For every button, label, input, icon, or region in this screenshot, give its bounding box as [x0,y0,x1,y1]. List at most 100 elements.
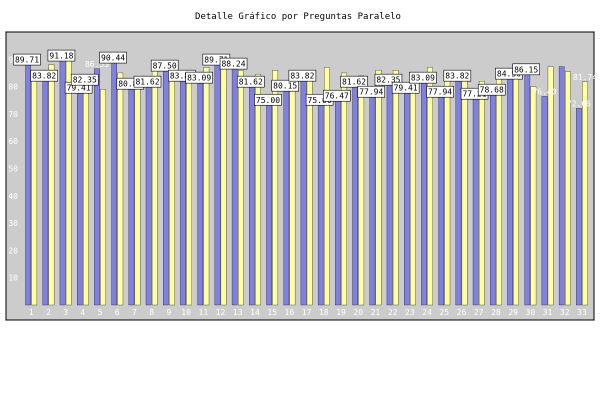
x-tick-label: 31 [543,308,553,317]
bar [25,59,31,306]
data-label: 76.47 [325,92,349,101]
data-label: 77.21 [462,90,486,99]
x-tick-label: 6 [115,308,120,317]
bar [530,86,537,306]
data-label: 79.41 [67,84,91,93]
x-tick-label: 21 [371,308,381,317]
data-label: 82.35 [73,76,97,85]
data-label: 84.56 [497,70,521,79]
data-label: 89.71 [204,56,228,65]
x-tick-label: 13 [233,308,243,317]
y-tick-label: 40 [8,192,18,201]
x-tick-label: 18 [319,308,329,317]
data-label-box [150,59,179,72]
y-tick-label: 80 [8,83,18,92]
data-label-box [374,73,403,86]
bar [558,66,565,306]
bar [111,57,118,306]
bar [576,108,582,306]
data-label: 83.82 [445,72,469,81]
x-tick-label: 4 [80,308,85,317]
bar [272,70,279,306]
x-tick-label: 29 [508,308,518,317]
data-label-box [99,51,127,64]
bar [541,96,548,306]
x-tick-label: 16 [285,308,295,317]
bar [335,96,341,306]
bar [421,78,427,306]
data-label: 81.62 [239,78,263,87]
data-label-box [271,79,299,92]
data-label-box [236,75,265,88]
x-tick-label: 10 [181,308,191,317]
bar [128,84,135,306]
bar [317,100,324,306]
bar [461,71,468,306]
y-tick-label: 60 [8,137,18,146]
data-label: 80.15 [273,82,297,91]
data-label: 83.09 [187,74,211,83]
data-label-box [512,63,540,76]
data-label: 75.00 [256,96,280,105]
data-label-box [443,69,472,82]
x-tick-label: 23 [405,308,415,317]
bar [444,75,451,306]
bar [455,76,462,306]
bar [42,76,49,306]
bar [490,90,496,306]
data-label-box [340,75,368,88]
bar [76,88,83,306]
data-label: 80.88 [118,80,142,89]
bar [392,70,399,306]
bar [438,92,445,306]
bar [59,55,66,306]
bar [117,72,124,306]
bar [249,82,255,306]
data-label: 82.35 [376,76,400,85]
x-tick-label: 1 [29,308,34,317]
data-label: 83.09 [411,74,435,83]
data-label-box [30,69,59,82]
data-label: 90.44 [101,54,125,63]
bar [186,73,192,306]
bar [427,67,433,306]
data-label: 86.53 [85,60,109,69]
data-label: 87.50 [153,62,177,71]
data-label-box [70,73,99,86]
data-label: 77.94 [428,88,452,97]
x-tick-label: 24 [422,308,432,317]
bar [300,76,307,306]
x-tick-label: 26 [457,308,467,317]
bar [496,71,502,306]
bar [547,66,554,306]
bar [582,81,588,306]
data-label: 76.40 [532,87,556,96]
data-label-box [13,53,41,66]
data-label: 81.62 [135,78,159,87]
x-tick-label: 32 [560,308,570,317]
bar [386,80,393,306]
bar [513,70,519,306]
bar [65,59,72,306]
bar [100,89,106,306]
bar [255,74,261,306]
x-tick-label: 25 [439,308,449,317]
x-tick-label: 12 [216,308,226,317]
data-label-box [426,85,454,98]
bar [220,59,227,306]
x-tick-label: 15 [267,308,277,317]
bar [352,82,358,306]
chart-title: Detalle Gráfico por Preguntas Paralelo [195,12,401,22]
data-label: 81.62 [342,78,366,87]
bar [472,94,479,306]
bar [375,70,382,306]
bar [478,80,485,306]
data-label-box [391,81,420,94]
bar [214,59,221,306]
bar [358,75,365,306]
data-label-box [323,89,351,102]
bar [524,69,531,306]
x-tick-label: 28 [491,308,501,317]
data-label-box [288,69,317,82]
x-tick-label: 22 [388,308,398,317]
